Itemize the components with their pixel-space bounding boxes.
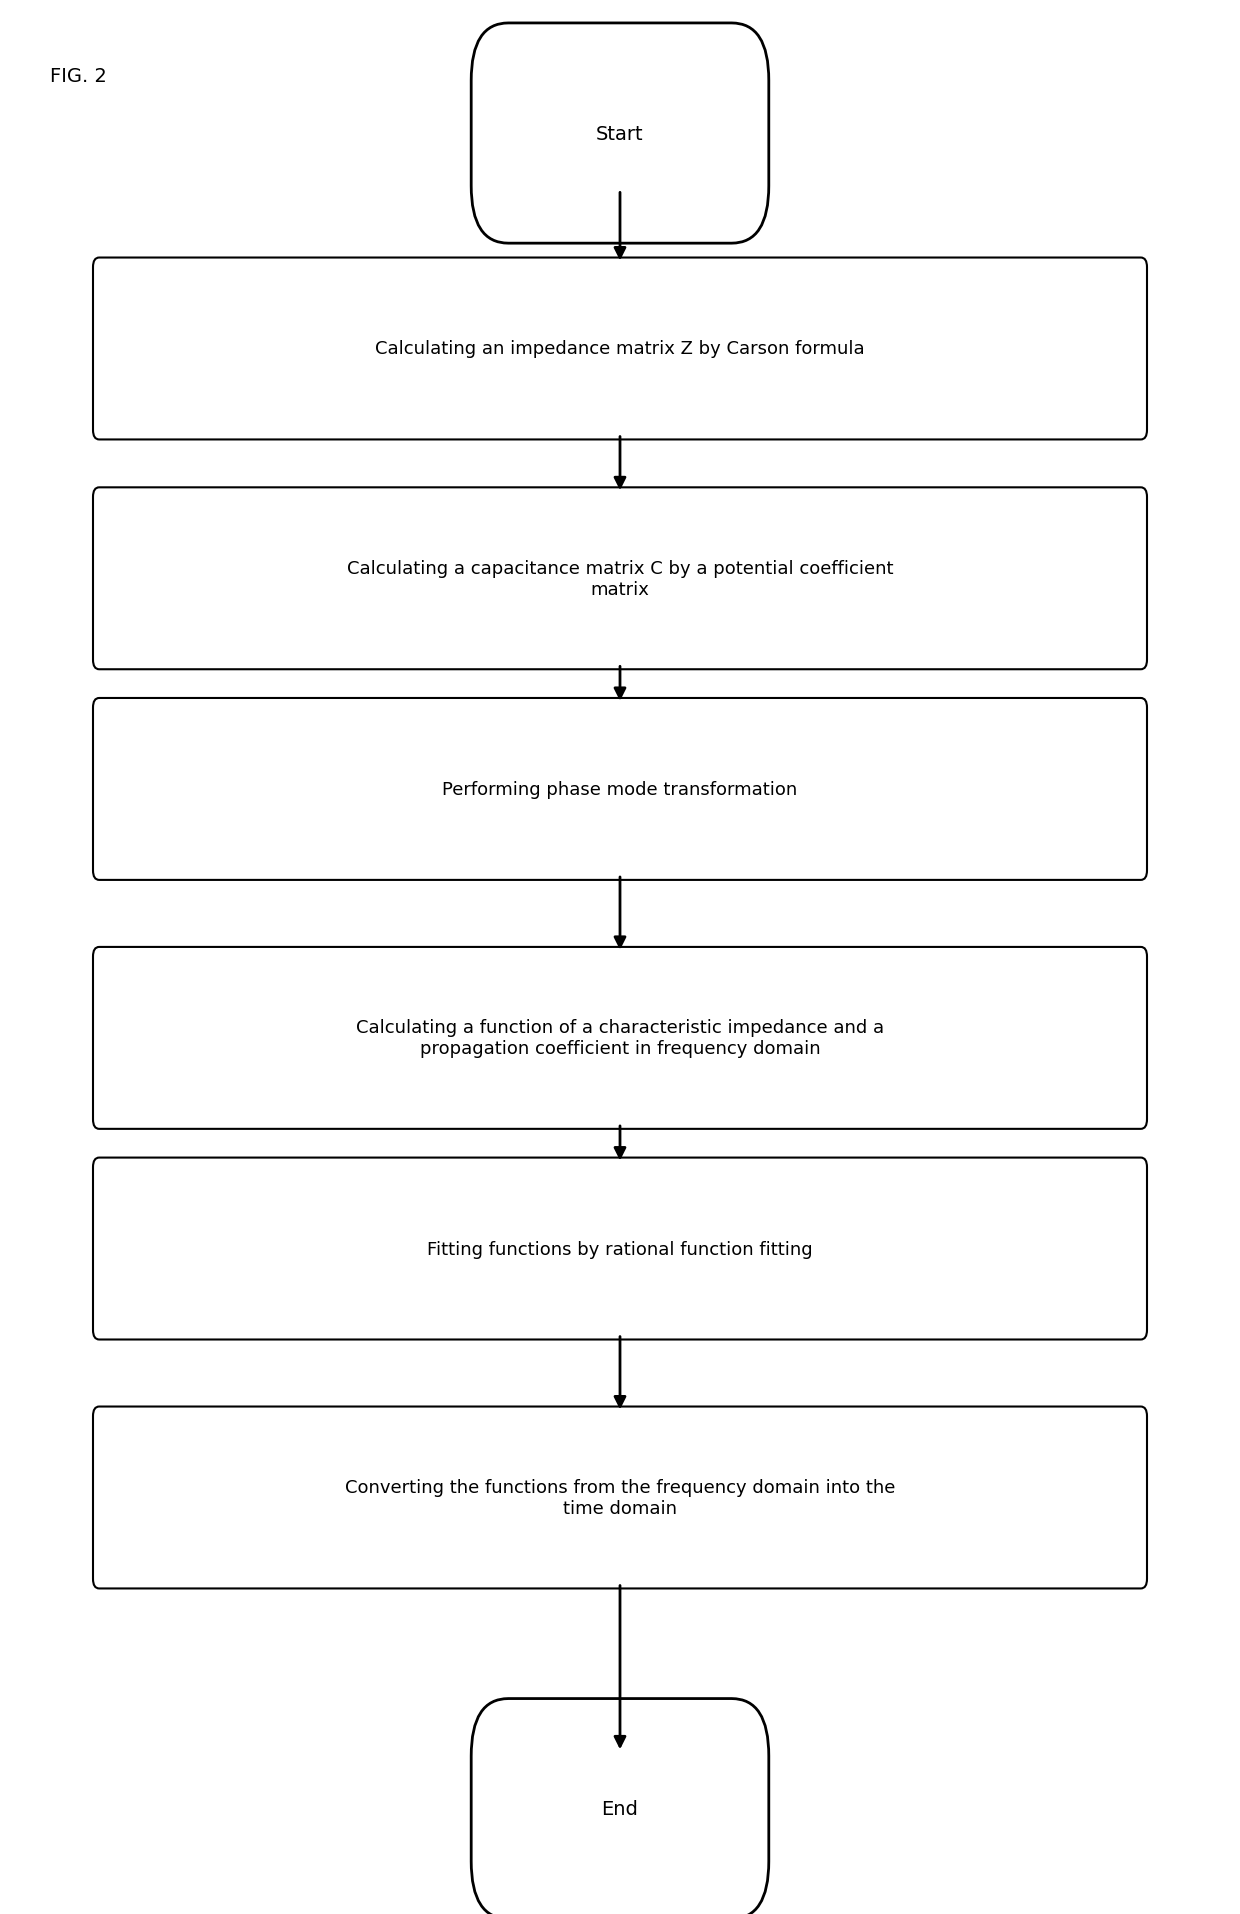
FancyBboxPatch shape: [93, 947, 1147, 1129]
FancyBboxPatch shape: [471, 25, 769, 245]
Text: End: End: [601, 1799, 639, 1818]
Text: Converting the functions from the frequency domain into the
time domain: Converting the functions from the freque…: [345, 1478, 895, 1518]
Text: Performing phase mode transformation: Performing phase mode transformation: [443, 781, 797, 798]
FancyBboxPatch shape: [93, 1158, 1147, 1340]
Text: Fitting functions by rational function fitting: Fitting functions by rational function f…: [428, 1240, 812, 1257]
FancyBboxPatch shape: [471, 1700, 769, 1914]
Text: Calculating a function of a characteristic impedance and a
propagation coefficie: Calculating a function of a characterist…: [356, 1018, 884, 1058]
FancyBboxPatch shape: [93, 699, 1147, 880]
Text: FIG. 2: FIG. 2: [50, 67, 107, 86]
FancyBboxPatch shape: [93, 1407, 1147, 1589]
Text: Calculating an impedance matrix Z by Carson formula: Calculating an impedance matrix Z by Car…: [376, 341, 864, 358]
Text: Start: Start: [596, 124, 644, 144]
Text: Calculating a capacitance matrix C by a potential coefficient
matrix: Calculating a capacitance matrix C by a …: [347, 559, 893, 599]
FancyBboxPatch shape: [93, 258, 1147, 440]
FancyBboxPatch shape: [93, 488, 1147, 670]
